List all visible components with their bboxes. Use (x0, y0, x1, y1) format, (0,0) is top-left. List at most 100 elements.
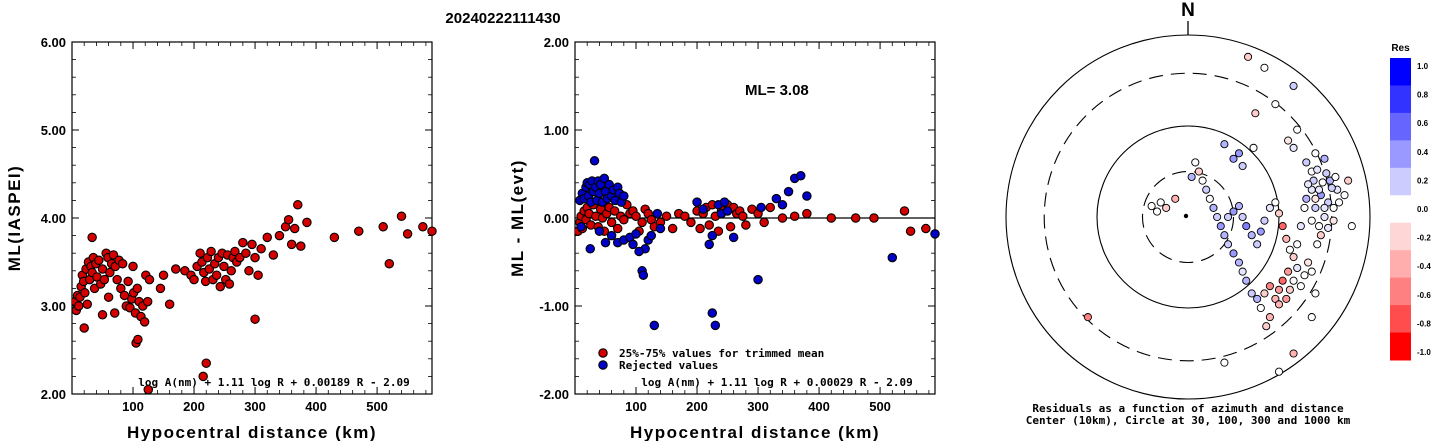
data-point (695, 223, 705, 234)
residual-point (1265, 282, 1274, 291)
colorbar-title: Res (1391, 43, 1410, 54)
data-point (606, 230, 617, 241)
data-point (206, 246, 216, 257)
colorbar-label: -0.6 (1417, 291, 1431, 300)
data-point (638, 270, 649, 280)
data-point (132, 283, 143, 294)
x-tick-label: 100 (122, 399, 144, 414)
data-point (250, 252, 260, 263)
data-point (777, 200, 788, 210)
y-tick-label: -1.00 (539, 299, 569, 314)
data-point (384, 259, 395, 269)
data-point (99, 274, 110, 285)
residual-point (1278, 276, 1287, 285)
colorbar-swatch (1390, 85, 1411, 114)
residual-point (1274, 285, 1284, 294)
data-point (105, 267, 115, 278)
y-axis-label: ML - ML(evt) (508, 159, 527, 277)
x-tick-label: 200 (183, 399, 205, 414)
residual-point (1147, 202, 1156, 211)
data-point (195, 248, 205, 258)
residual-point (1278, 222, 1287, 231)
data-point (256, 244, 266, 254)
colorbar-label: 0.6 (1417, 119, 1429, 128)
x-tick-label: 500 (869, 399, 891, 414)
residual-point (1347, 222, 1356, 231)
residual-point (1329, 216, 1338, 225)
residual-point (1344, 176, 1353, 185)
data-point (802, 191, 812, 201)
data-point (826, 213, 837, 223)
data-point (103, 292, 114, 302)
data-point (634, 246, 644, 257)
data-point (128, 261, 138, 272)
residual-point (1229, 249, 1238, 258)
data-point (631, 211, 641, 221)
residual-point (1274, 367, 1284, 376)
data-point (585, 244, 596, 254)
figure-title: 20240222111430 (445, 10, 560, 27)
residual-point (1311, 203, 1320, 212)
residual-point (1083, 313, 1092, 322)
data-point (289, 223, 300, 234)
data-point (283, 215, 294, 225)
data-point (250, 314, 260, 324)
y-tick-label: 1.00 (544, 123, 569, 138)
distance-ring (1043, 72, 1333, 362)
data-point (899, 206, 910, 216)
data-point (649, 320, 660, 331)
data-point (698, 204, 708, 214)
data-point (164, 299, 175, 309)
data-point (783, 186, 794, 197)
colorbar-swatch (1390, 167, 1411, 196)
legend-label: 25%-75% values for trimmed mean (619, 347, 824, 360)
residual-point (1284, 267, 1293, 276)
residual-point (1256, 303, 1265, 313)
caption-line-1: Residuals as a function of azimuth and d… (1032, 402, 1344, 415)
y-tick-label: 4.00 (41, 211, 66, 226)
data-point (759, 217, 769, 228)
residual-point (1316, 231, 1325, 240)
residual-point (1220, 231, 1229, 240)
data-point (296, 241, 306, 251)
data-point (680, 211, 690, 221)
residual-point (1302, 158, 1311, 167)
residual-point (1327, 183, 1336, 192)
residual-point (1191, 158, 1200, 167)
data-point (609, 206, 620, 216)
residual-point (1213, 212, 1222, 222)
data-point (637, 217, 647, 228)
residual-point (1253, 294, 1262, 303)
residual-point (1307, 185, 1316, 194)
data-point (728, 232, 739, 243)
data-point (692, 197, 702, 207)
residual-point (1205, 194, 1214, 203)
data-point (756, 202, 766, 213)
data-point (274, 230, 285, 241)
residual-point (1300, 271, 1309, 280)
data-point (302, 217, 312, 228)
residual-point (1314, 185, 1324, 194)
residual-point (1320, 212, 1329, 222)
data-point (189, 274, 199, 285)
data-point (402, 229, 413, 239)
residual-point (1262, 322, 1271, 331)
residual-point (1318, 178, 1327, 187)
colorbar-swatch (1390, 277, 1411, 306)
data-point (155, 283, 166, 294)
data-point (661, 211, 672, 221)
residual-point (1296, 222, 1305, 231)
data-point (224, 279, 235, 289)
y-tick-label: 6.00 (41, 35, 66, 50)
residual-point (1322, 169, 1331, 178)
distance-ring (1141, 170, 1235, 264)
data-point (686, 217, 696, 228)
data-point (612, 223, 623, 234)
residual-point (1271, 100, 1280, 109)
residual-point (1293, 240, 1302, 249)
data-point (921, 223, 931, 234)
data-point (628, 239, 638, 250)
residual-point (1289, 276, 1298, 285)
residual-point (1325, 176, 1335, 185)
